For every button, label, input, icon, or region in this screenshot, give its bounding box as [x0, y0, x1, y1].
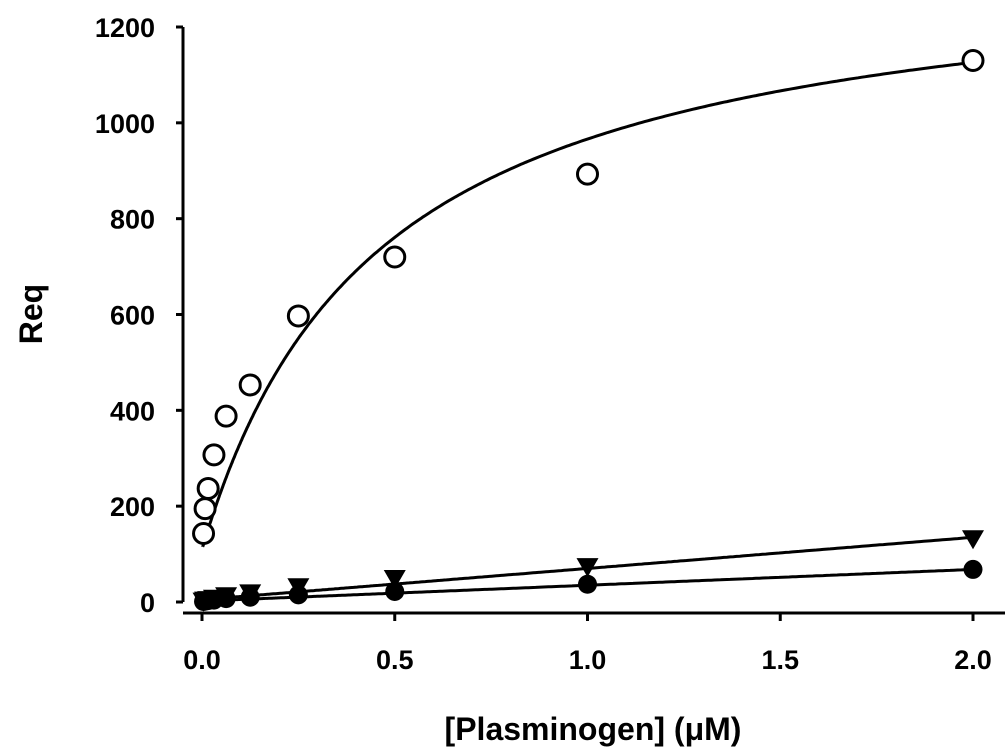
data-point-open-circle: [288, 306, 308, 326]
data-point-open-circle: [194, 523, 214, 543]
x-tick-label: 1.0: [569, 645, 607, 675]
x-tick-label: 0.0: [183, 645, 221, 675]
data-point-filled-circle: [578, 575, 597, 594]
data-point-open-circle: [204, 445, 224, 465]
y-tick-label: 800: [110, 205, 155, 235]
data-point-open-circle: [240, 375, 260, 395]
x-tick-label: 2.0: [954, 645, 992, 675]
data-point-filled-triangle: [962, 530, 984, 549]
x-axis-title: [Plasminogen] (μM): [445, 711, 742, 747]
fit-curve-1: [203, 62, 973, 546]
data-point-filled-circle: [385, 582, 404, 601]
x-tick-label: 0.5: [376, 645, 414, 675]
data-point-filled-circle: [217, 589, 236, 608]
y-tick-label: 200: [110, 492, 155, 522]
fit-curves: [203, 62, 973, 601]
data-point-open-circle: [198, 478, 218, 498]
data-point-open-circle: [963, 51, 983, 71]
data-points: [193, 51, 984, 612]
data-point-filled-circle: [964, 560, 983, 579]
data-point-open-circle: [195, 499, 215, 519]
y-axis-title: Req: [13, 284, 49, 344]
data-point-open-circle: [578, 164, 598, 184]
y-tick-label: 400: [110, 396, 155, 426]
data-point-open-circle: [385, 247, 405, 267]
data-point-filled-circle: [241, 588, 260, 607]
y-tick-label: 0: [140, 588, 155, 618]
y-tick-label: 1000: [95, 109, 155, 139]
y-tick-label: 1200: [95, 13, 155, 43]
data-point-open-circle: [216, 406, 236, 426]
data-point-filled-circle: [289, 585, 308, 604]
x-tick-label: 1.5: [761, 645, 799, 675]
y-tick-label: 600: [110, 301, 155, 331]
ticks-layer: 0 200 400 600 800 1000 1200 0.0 0.5 1.0 1.5 2.0: [95, 13, 992, 675]
